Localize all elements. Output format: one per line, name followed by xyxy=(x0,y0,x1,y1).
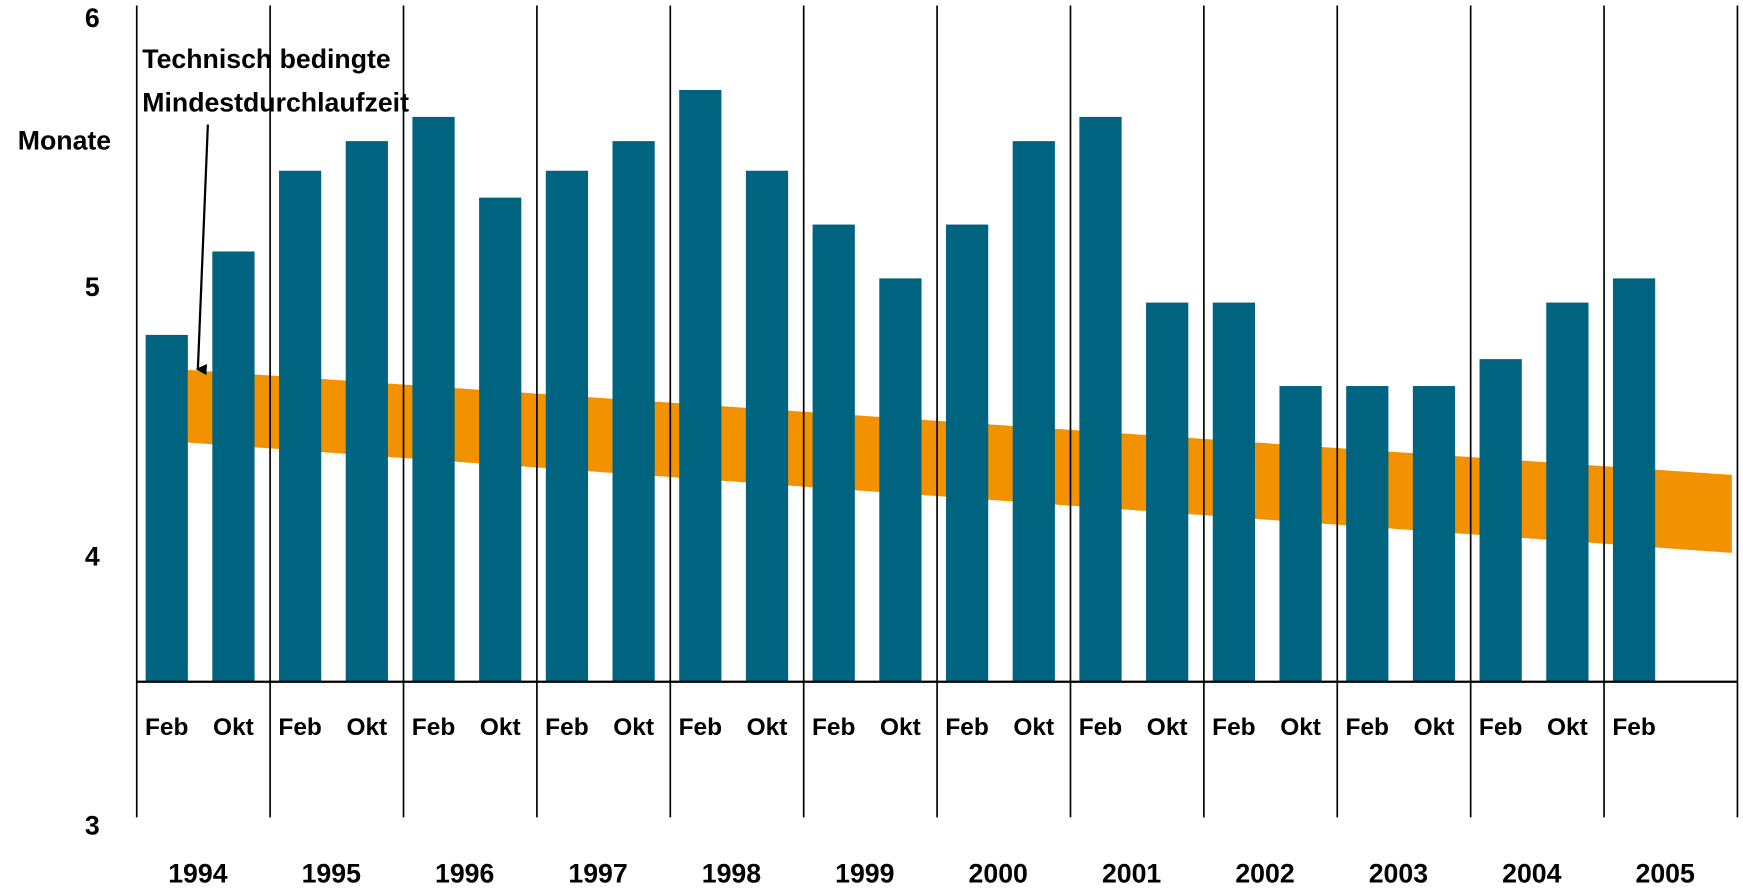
year-label: 1997 xyxy=(568,858,627,888)
year-label: 1996 xyxy=(435,858,494,888)
y-tick-label: 5 xyxy=(85,272,100,302)
bar xyxy=(812,224,855,682)
year-label: 1995 xyxy=(302,858,361,888)
year-label: 1999 xyxy=(835,858,894,888)
annotation: Mindestdurchlaufzeit xyxy=(142,88,409,118)
x-tick-label: Feb xyxy=(145,714,188,741)
x-tick-label: Okt xyxy=(346,714,387,741)
bar xyxy=(679,89,722,682)
bar xyxy=(1546,302,1589,682)
x-tick-label: Feb xyxy=(545,714,588,741)
bar xyxy=(1079,116,1122,682)
x-tick-label: Okt xyxy=(747,714,788,741)
bar xyxy=(345,141,388,682)
bar xyxy=(145,334,188,682)
x-tick-label: Okt xyxy=(213,714,254,741)
bar xyxy=(879,278,922,682)
bar xyxy=(279,170,322,682)
year-label: 2004 xyxy=(1502,858,1561,888)
x-tick-label: Feb xyxy=(945,714,988,741)
bar xyxy=(612,141,655,682)
x-tick-label: Okt xyxy=(1280,714,1321,741)
bar xyxy=(1212,302,1256,682)
bar xyxy=(745,170,789,682)
x-tick-label: Feb xyxy=(1212,714,1255,741)
bar xyxy=(1279,386,1322,682)
x-tick-label: Feb xyxy=(1612,714,1655,741)
x-tick-label: Feb xyxy=(412,714,455,741)
x-tick-label: Okt xyxy=(880,714,921,741)
x-tick-label: Feb xyxy=(1346,714,1389,741)
y-tick-label: 3 xyxy=(85,810,100,840)
bar xyxy=(1612,278,1656,682)
x-tick-label: Feb xyxy=(812,714,855,741)
x-tick-label: Okt xyxy=(1147,714,1188,741)
year-label: 2005 xyxy=(1636,858,1695,888)
bar xyxy=(1412,386,1456,682)
x-tick-label: Okt xyxy=(1414,714,1455,741)
annotation: Technisch bedingte xyxy=(142,44,390,74)
year-label: 2000 xyxy=(969,858,1028,888)
x-tick-label: Okt xyxy=(613,714,654,741)
annotation-arrow xyxy=(195,124,209,376)
bar xyxy=(479,197,522,682)
year-label: 2003 xyxy=(1369,858,1428,888)
bar xyxy=(945,224,989,682)
y-tick-label: 4 xyxy=(85,541,100,571)
bar xyxy=(1479,359,1522,682)
bar xyxy=(212,251,255,682)
year-label: 1998 xyxy=(702,858,761,888)
x-tick-label: Feb xyxy=(1079,714,1122,741)
x-tick-label: Feb xyxy=(1479,714,1522,741)
y-tick-label: 6 xyxy=(85,3,100,33)
bar xyxy=(1012,141,1055,682)
bar xyxy=(1346,386,1389,682)
x-tick-label: Okt xyxy=(1547,714,1588,741)
y-axis-label: Monate xyxy=(18,125,111,155)
x-tick-label: Feb xyxy=(679,714,722,741)
bar xyxy=(545,170,589,682)
x-tick-label: Feb xyxy=(278,714,321,741)
x-tick-label: Okt xyxy=(480,714,521,741)
bar xyxy=(1146,302,1189,682)
year-label: 1994 xyxy=(168,858,227,888)
bar xyxy=(412,116,455,682)
year-label: 2002 xyxy=(1235,858,1294,888)
year-label: 2001 xyxy=(1102,858,1161,888)
x-tick-label: Okt xyxy=(1013,714,1054,741)
